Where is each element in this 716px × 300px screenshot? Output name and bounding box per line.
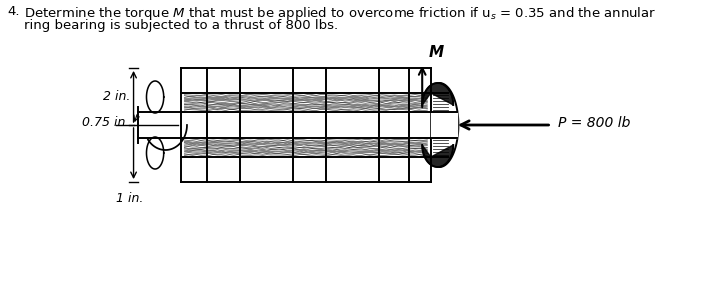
Text: M: M: [429, 45, 444, 60]
Text: 0.75 in.: 0.75 in.: [82, 116, 129, 130]
Text: 2 in.: 2 in.: [103, 90, 131, 103]
Text: 4.: 4.: [7, 5, 19, 18]
Polygon shape: [422, 145, 453, 167]
Text: P = 800 lb: P = 800 lb: [558, 116, 631, 130]
Polygon shape: [422, 83, 453, 105]
Text: Determine the torque $\it{M}$ that must be applied to overcome friction if u$_s$: Determine the torque $\it{M}$ that must …: [24, 5, 657, 22]
Text: ring bearing is subjected to a thrust of 800 lbs.: ring bearing is subjected to a thrust of…: [24, 19, 338, 32]
Text: 1 in.: 1 in.: [116, 192, 144, 205]
